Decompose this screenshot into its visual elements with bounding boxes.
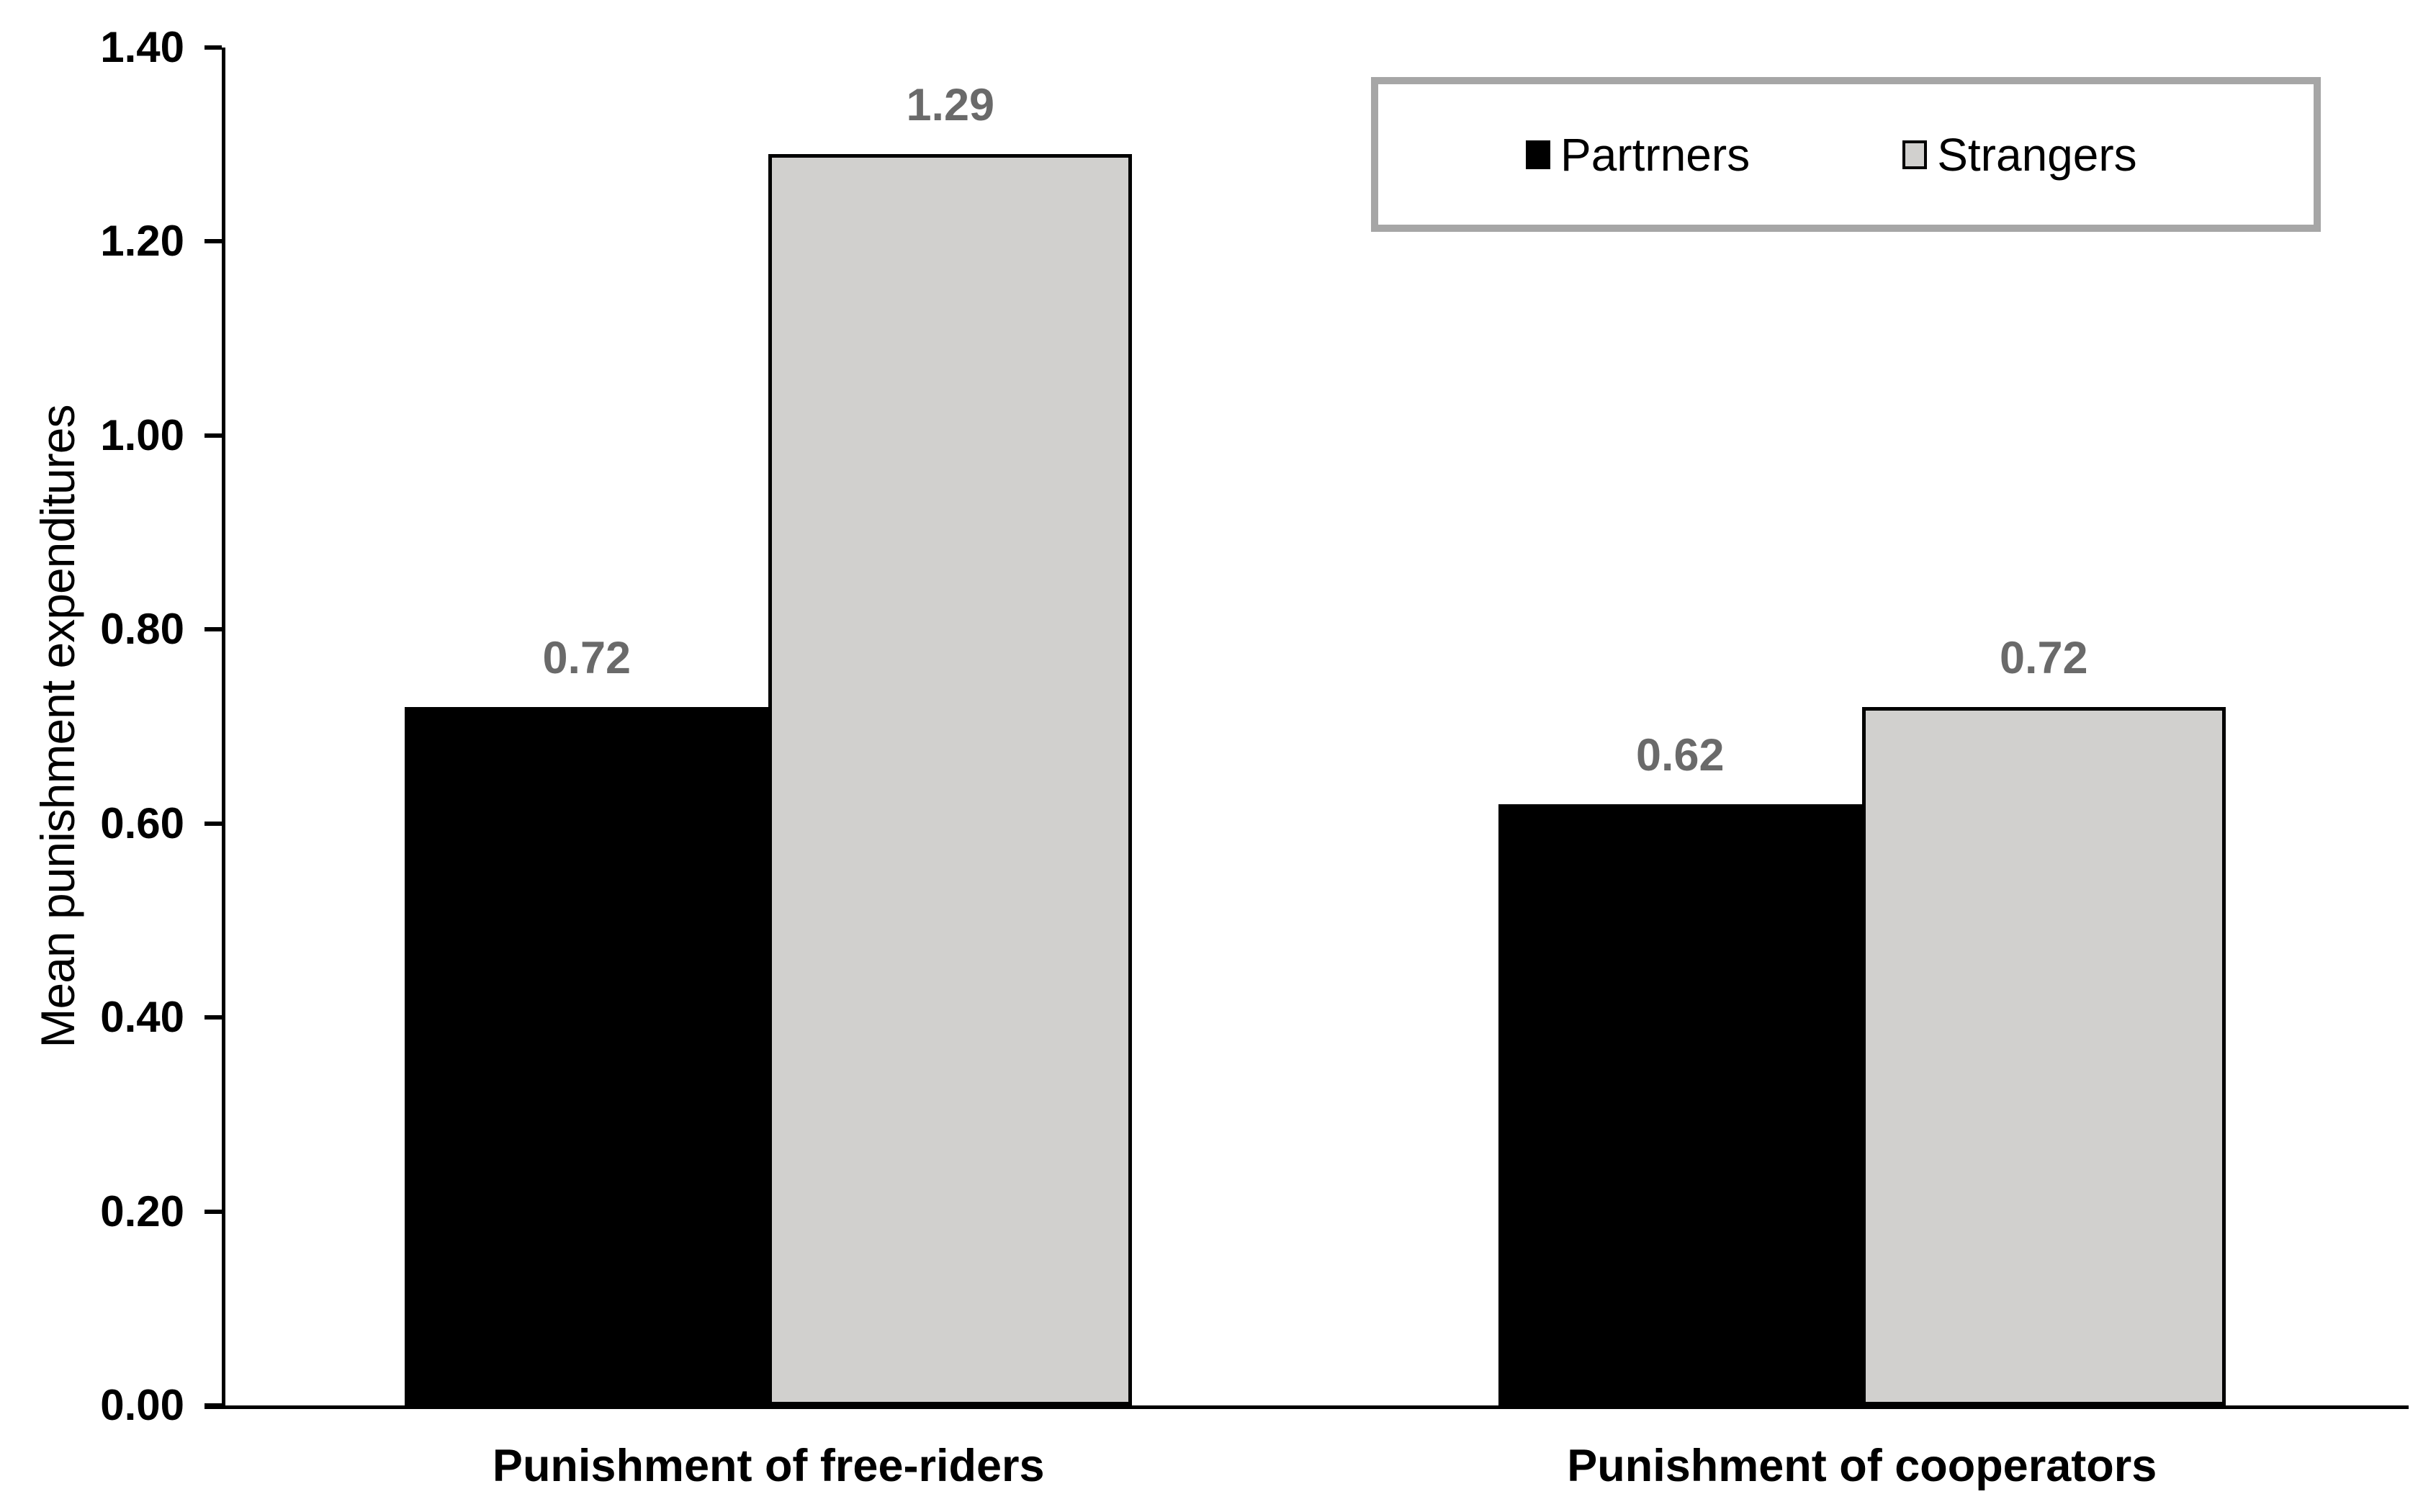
y-tick-mark [205, 627, 222, 632]
y-tick-mark [205, 1015, 222, 1020]
y-tick-mark [205, 821, 222, 826]
bar-value-label-partrners-punishment-of-cooperators: 0.62 [1635, 729, 1725, 780]
y-axis-line [222, 48, 225, 1408]
partrners-swatch-icon [1526, 140, 1550, 169]
y-tick-label: 0.20 [100, 1187, 184, 1236]
y-tick-label: 1.20 [100, 217, 184, 266]
y-tick-mark [205, 1209, 222, 1214]
bar-value-label-strangers-punishment-of-cooperators: 0.72 [1999, 633, 2088, 684]
x-category-label: Punishment of cooperators [1567, 1441, 2157, 1491]
y-tick-label: 1.40 [100, 23, 184, 71]
strangers-swatch-icon [1902, 140, 1928, 169]
bar-strangers-punishment-of-cooperators [1861, 707, 2226, 1405]
y-tick-label: 0.80 [100, 605, 184, 654]
legend-label-strangers: Strangers [1937, 128, 2137, 181]
y-tick-label: 1.00 [100, 410, 184, 459]
y-tick-mark [205, 45, 222, 50]
bar-partrners-punishment-of-free-riders [405, 707, 769, 1405]
bar-value-label-strangers-punishment-of-free-riders: 1.29 [906, 80, 995, 131]
x-category-label: Punishment of free-riders [492, 1441, 1045, 1491]
y-tick-mark [205, 433, 222, 438]
y-tick-label: 0.40 [100, 993, 184, 1042]
y-tick-label: 0.60 [100, 798, 184, 847]
y-axis-title: Mean punishment expenditures [31, 405, 84, 1048]
y-tick-label: 0.00 [100, 1381, 184, 1429]
y-tick-mark [205, 1403, 222, 1408]
bar-strangers-punishment-of-free-riders [768, 154, 1133, 1405]
bar-value-label-partrners-punishment-of-free-riders: 0.72 [542, 633, 632, 684]
y-tick-mark [205, 239, 222, 244]
legend: Partrners Strangers [1371, 77, 2321, 232]
legend-item-strangers: Strangers [1902, 128, 2137, 181]
x-axis-line [205, 1405, 2409, 1409]
legend-item-partrners: Partrners [1526, 128, 1750, 181]
bar-partrners-punishment-of-cooperators [1498, 804, 1862, 1405]
legend-label-partrners: Partrners [1560, 128, 1750, 181]
